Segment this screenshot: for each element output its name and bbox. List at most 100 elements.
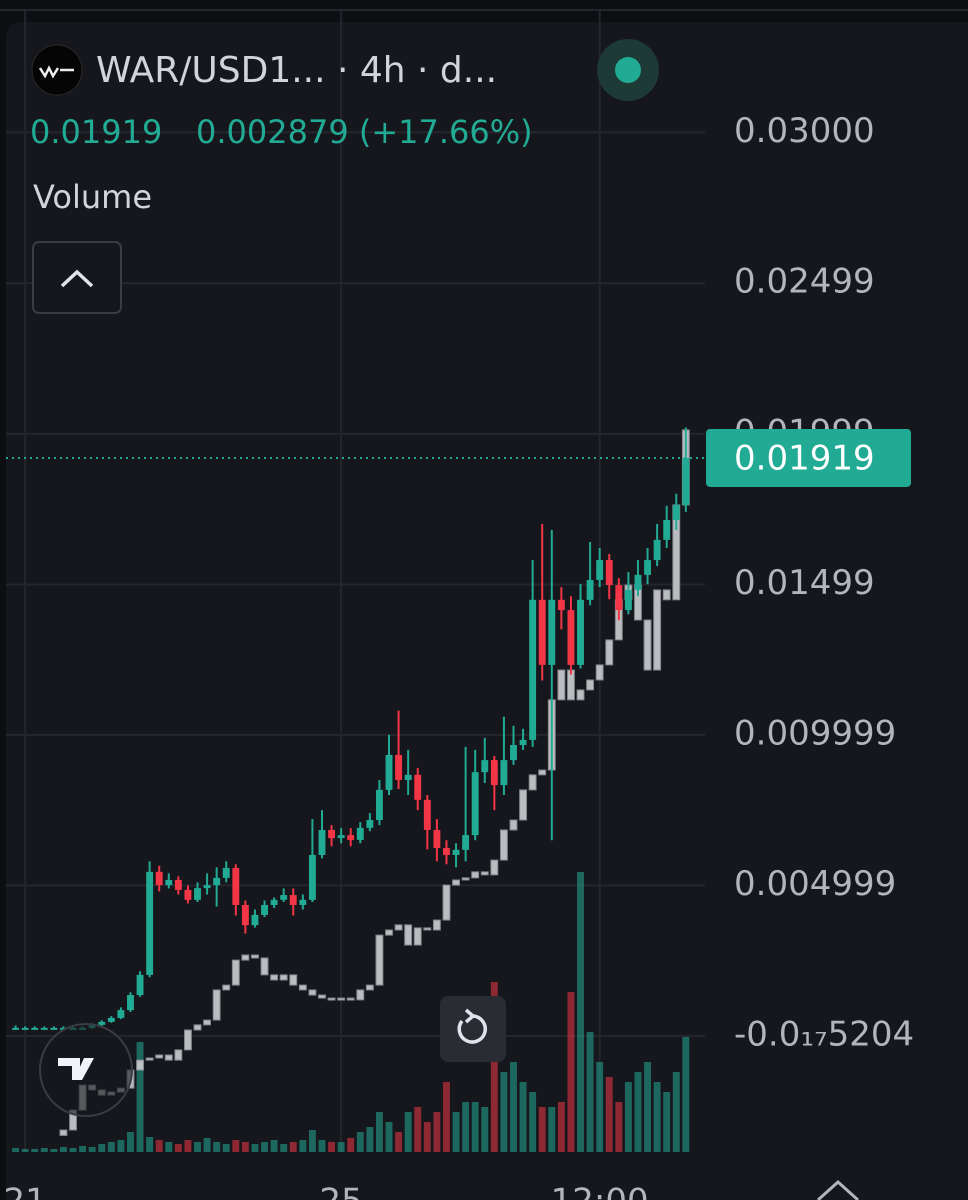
compare-body [528, 774, 537, 791]
candle-body [155, 871, 163, 886]
candle-body [634, 574, 642, 590]
volume-bar [490, 982, 498, 1152]
volume-bar [567, 992, 575, 1152]
chart-title[interactable]: WAR/USD1... · 4h · d... [96, 50, 497, 91]
compare-body [289, 974, 298, 986]
compare-body [557, 669, 566, 701]
candle-body [232, 867, 240, 905]
volume-bar [395, 1132, 403, 1152]
volume-bar [443, 1082, 450, 1152]
candle-body [490, 760, 498, 786]
compare-body [270, 974, 279, 981]
volume-bar [261, 1142, 268, 1152]
compare-body [251, 954, 259, 959]
candle-body [337, 835, 345, 839]
compare-body [346, 997, 355, 1001]
volume-bar [155, 1140, 163, 1152]
candle-body [375, 789, 383, 821]
candle-body [366, 820, 374, 828]
candle-body [404, 774, 412, 780]
candle-body [519, 739, 527, 746]
volume-bar [605, 1077, 613, 1152]
volume-bar [184, 1140, 192, 1152]
compare-body [423, 927, 432, 931]
header: WAR/USD1... · 4h · d... 0.01919 0.002879… [30, 39, 659, 314]
volume-bar [634, 1072, 642, 1152]
volume-bar [423, 1122, 431, 1152]
compare-body [375, 934, 384, 986]
candle-body [251, 914, 259, 926]
volume-bar [375, 1112, 383, 1152]
candle-body [328, 829, 336, 839]
symbol-logo-mark [38, 65, 74, 79]
volume-bar [548, 1107, 556, 1152]
candle-body [596, 560, 604, 580]
last-price-tag-label: 0.01919 [734, 438, 875, 478]
volume-bar [308, 1130, 316, 1152]
compare-body [59, 1129, 68, 1136]
candle-body [280, 895, 288, 900]
volume-bar [251, 1144, 259, 1152]
volume-bar [222, 1144, 230, 1152]
tradingview-mark [58, 1058, 94, 1080]
compare-body [279, 974, 288, 981]
compare-body [461, 877, 470, 881]
compare-body [174, 1049, 183, 1061]
candle-body [443, 848, 450, 855]
status-dot [615, 57, 641, 83]
compare-body [365, 984, 374, 991]
candle-body [270, 899, 278, 905]
volume-bar [31, 1149, 39, 1152]
volume-bar [117, 1140, 125, 1152]
volume-legend[interactable]: Volume [33, 178, 152, 216]
volume-bar [50, 1149, 58, 1152]
volume-bar [653, 1082, 661, 1152]
volume-bar [40, 1148, 48, 1152]
candle-body [241, 904, 249, 926]
candle-body [414, 774, 422, 800]
volume-bar [557, 1102, 565, 1152]
compare-body [452, 879, 460, 886]
x-tick-label: 21 [4, 1182, 47, 1200]
compare-body [212, 989, 221, 1021]
volume-bar [280, 1144, 288, 1152]
volume-bar [21, 1149, 29, 1152]
candle-body [213, 877, 221, 886]
candle-body [529, 599, 537, 740]
volume-bar [404, 1112, 412, 1152]
x-tick-label: 25 [320, 1182, 363, 1200]
compare-body [499, 829, 508, 861]
volume-bar [519, 1082, 527, 1152]
candle-body [586, 579, 594, 600]
y-tick-label: -0.0₁₇5204 [734, 1015, 914, 1055]
volume-bar [213, 1142, 221, 1152]
reset-button[interactable] [440, 996, 506, 1062]
candle-body [433, 829, 441, 849]
compare-body [413, 927, 422, 946]
volume-bar [433, 1112, 441, 1152]
candle-body [347, 835, 355, 840]
reset-icon [457, 1014, 487, 1044]
compare-body [136, 1059, 145, 1071]
collapse-button[interactable] [32, 241, 122, 314]
compare-body [298, 984, 307, 991]
volume-bar [299, 1140, 307, 1152]
candle-body [577, 599, 584, 665]
candle-body [40, 1027, 48, 1030]
candle-body [672, 504, 680, 520]
y-tick-label: 0.004999 [734, 864, 896, 904]
candle-body [184, 889, 192, 900]
price-change: 0.002879 (+17.66%) [196, 113, 533, 151]
candle-body [624, 589, 632, 611]
chevron-up-icon [60, 269, 94, 288]
x-tick-label: 12:00 [551, 1182, 649, 1200]
candle-body [538, 599, 546, 665]
volume-bar [289, 1142, 297, 1152]
y-tick-label: 0.03000 [734, 111, 875, 151]
candle-body [462, 835, 470, 850]
volume-bar [385, 1122, 393, 1152]
compare-body [432, 919, 441, 931]
settings-icon[interactable] [816, 1179, 860, 1200]
compare-body [394, 924, 403, 931]
